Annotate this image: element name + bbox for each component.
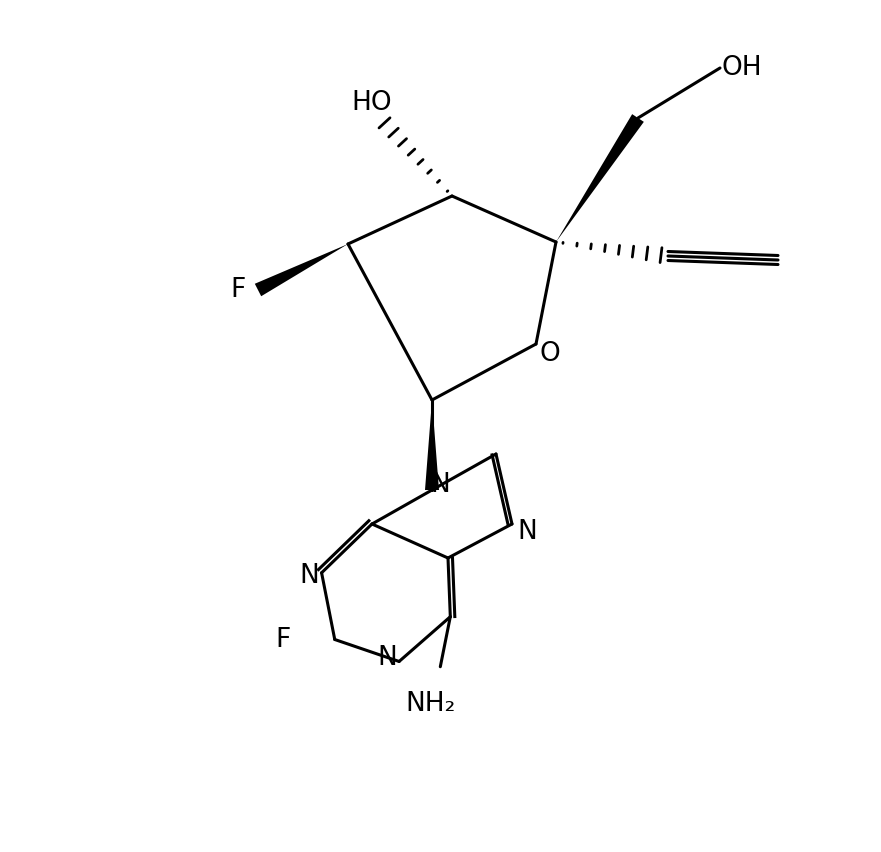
- Text: HO: HO: [352, 90, 392, 116]
- Text: N: N: [517, 519, 537, 545]
- Polygon shape: [556, 114, 644, 242]
- Text: F: F: [275, 626, 291, 653]
- Text: O: O: [540, 341, 560, 367]
- Text: NH₂: NH₂: [405, 691, 455, 717]
- Text: N: N: [300, 563, 320, 589]
- Text: F: F: [230, 277, 246, 303]
- Text: N: N: [377, 646, 397, 671]
- Text: N: N: [430, 472, 450, 498]
- Polygon shape: [255, 244, 348, 296]
- Polygon shape: [425, 400, 439, 490]
- Text: OH: OH: [722, 55, 762, 81]
